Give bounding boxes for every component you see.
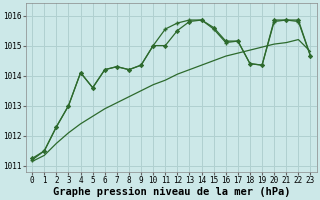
X-axis label: Graphe pression niveau de la mer (hPa): Graphe pression niveau de la mer (hPa) [52, 186, 290, 197]
